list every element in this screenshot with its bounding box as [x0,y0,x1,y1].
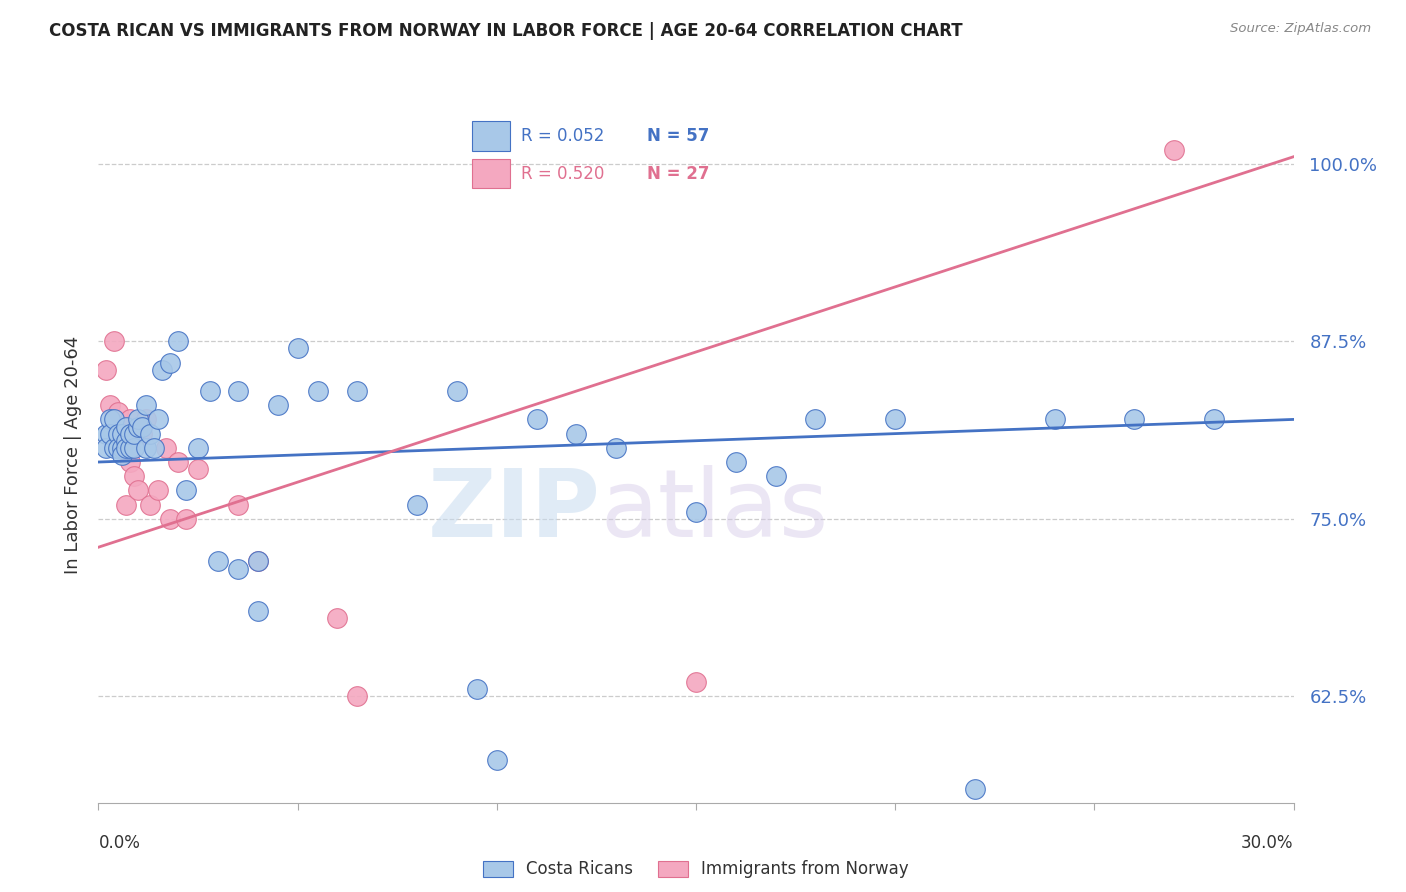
Point [187,462,209,476]
Point [120,455,142,469]
Point [148,412,170,426]
Point [111,441,134,455]
Point [246,554,269,568]
Point [565,426,588,441]
Point [115,419,138,434]
Point [124,426,146,441]
Point [150,362,173,376]
Point [115,498,138,512]
Point [107,441,129,455]
Point [107,405,129,419]
Point [326,611,349,625]
Point [131,419,153,434]
Text: Source: ZipAtlas.com: Source: ZipAtlas.com [1230,22,1371,36]
Point [605,441,627,455]
Point [135,412,157,426]
Point [107,426,129,441]
Point [139,426,162,441]
Point [1202,412,1225,426]
Point [124,469,146,483]
Point [1123,412,1146,426]
Point [167,455,190,469]
Point [135,441,157,455]
Point [143,441,166,455]
Point [120,426,142,441]
Point [226,498,249,512]
Text: ZIP: ZIP [427,465,600,557]
Point [287,342,309,356]
Point [148,483,170,498]
Point [526,412,548,426]
Point [685,675,707,690]
Point [804,412,827,426]
Point [685,505,707,519]
Point [115,419,138,434]
Point [267,398,290,412]
Point [246,554,269,568]
Point [406,498,429,512]
Point [963,781,986,796]
Point [884,412,907,426]
Text: COSTA RICAN VS IMMIGRANTS FROM NORWAY IN LABOR FORCE | AGE 20-64 CORRELATION CHA: COSTA RICAN VS IMMIGRANTS FROM NORWAY IN… [49,22,963,40]
Point [346,690,368,704]
Point [127,412,149,426]
Point [111,448,134,462]
Point [139,498,162,512]
Point [346,384,368,398]
Point [96,362,118,376]
Point [465,682,488,697]
Point [131,426,153,441]
Point [226,561,249,575]
Point [226,384,249,398]
Point [1043,412,1066,426]
Point [111,441,134,455]
Point [167,334,190,349]
Point [127,426,149,441]
Legend: Costa Ricans, Immigrants from Norway: Costa Ricans, Immigrants from Norway [477,854,915,885]
Point [115,441,138,455]
Point [103,412,125,426]
Point [103,441,125,455]
Point [307,384,329,398]
Point [96,441,118,455]
Point [207,554,229,568]
Text: 30.0%: 30.0% [1241,834,1294,852]
Point [98,426,122,441]
Point [198,384,221,398]
Text: atlas: atlas [600,465,828,557]
Point [120,441,142,455]
Text: 0.0%: 0.0% [98,834,141,852]
Point [1163,143,1185,157]
Point [120,412,142,426]
Point [174,483,197,498]
Point [174,512,197,526]
Point [187,441,209,455]
Point [98,412,122,426]
Point [127,483,149,498]
Point [103,334,125,349]
Point [155,441,177,455]
Point [96,426,118,441]
Point [115,434,138,448]
Point [765,469,787,483]
Point [159,512,181,526]
Point [446,384,468,398]
Point [159,356,181,370]
Point [246,604,269,618]
Point [124,441,146,455]
Point [127,419,149,434]
Y-axis label: In Labor Force | Age 20-64: In Labor Force | Age 20-64 [63,335,82,574]
Point [98,398,122,412]
Point [724,455,747,469]
Point [485,753,508,767]
Point [111,426,134,441]
Point [135,398,157,412]
